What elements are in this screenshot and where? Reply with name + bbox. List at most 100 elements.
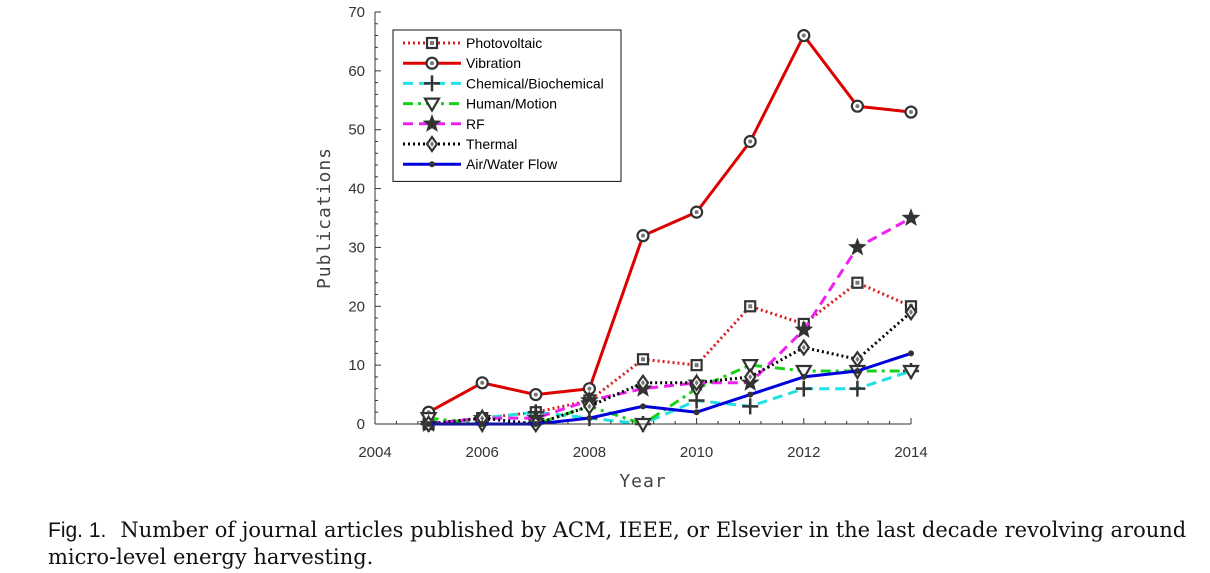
series-line	[428, 281, 912, 426]
marker-triangle	[794, 364, 813, 381]
x-tick-label: 2010	[680, 444, 713, 461]
marker-circle-core	[909, 110, 913, 115]
figure-caption: Fig. 1. Number of journal articles publis…	[48, 517, 1198, 570]
marker-dot	[854, 368, 861, 375]
legend-item: Human/Motion	[403, 96, 557, 113]
data-point	[800, 373, 807, 380]
marker-square-core	[641, 357, 645, 362]
series-human-motion	[419, 359, 920, 434]
legend-item: Vibration	[403, 55, 521, 71]
marker-square-core	[694, 363, 699, 368]
data-point	[794, 319, 814, 338]
legend-swatch-marker	[424, 75, 440, 92]
marker-diamond-core	[855, 356, 860, 363]
data-point	[636, 373, 650, 392]
marker-plus	[742, 398, 759, 415]
data-point	[690, 373, 703, 392]
data-point	[690, 359, 703, 372]
marker-star	[847, 237, 867, 256]
legend-item: RF	[403, 113, 485, 132]
series-line	[428, 216, 912, 426]
x-axis-title: Year	[619, 471, 666, 492]
y-tick-label: 40	[348, 181, 365, 198]
marker-star	[794, 319, 814, 338]
marker-diamond-core	[430, 141, 434, 147]
series-rf	[419, 208, 921, 433]
x-tick-label: 2004	[358, 444, 391, 461]
marker-diamond-core	[748, 373, 753, 380]
legend-label: Thermal	[466, 136, 517, 152]
marker-circle-core	[430, 61, 434, 66]
data-point	[854, 368, 861, 375]
legend-swatch-marker	[425, 56, 439, 70]
marker-dot	[429, 161, 435, 168]
legend-label: Human/Motion	[466, 96, 557, 112]
marker-circle-core	[480, 380, 485, 385]
marker-plus	[795, 380, 812, 397]
series-photovoltaic	[422, 276, 918, 431]
marker-diamond-core	[909, 309, 913, 316]
marker-circle-core	[801, 33, 806, 38]
data-point	[640, 403, 646, 410]
marker-square-core	[430, 41, 434, 45]
marker-triangle	[634, 417, 652, 434]
marker-dot	[693, 409, 700, 416]
x-tick-label: 2006	[466, 444, 499, 461]
data-point	[744, 300, 757, 313]
series-line	[428, 363, 911, 426]
marker-triangle	[741, 359, 760, 375]
marker-dot	[640, 403, 646, 410]
marker-diamond-core	[694, 379, 699, 386]
data-point	[851, 276, 864, 289]
marker-dot	[908, 350, 914, 357]
series-line	[428, 311, 912, 426]
data-point	[634, 417, 652, 434]
marker-triangle	[902, 364, 920, 381]
data-point	[636, 353, 650, 366]
data-point	[475, 376, 489, 390]
legend-item: Air/Water Flow	[403, 156, 558, 172]
y-tick-label: 60	[348, 63, 365, 80]
legend-swatch-marker	[422, 113, 442, 132]
legend-item: Photovoltaic	[403, 35, 542, 51]
legend-item: Chemical/Biochemical	[403, 75, 604, 91]
data-point	[743, 134, 757, 149]
data-point	[794, 364, 813, 381]
series-line	[427, 34, 912, 414]
data-point	[583, 397, 596, 416]
y-tick-label: 50	[348, 122, 365, 139]
marker-circle-core	[533, 392, 538, 397]
caption-text: Number of journal articles published by …	[48, 518, 1187, 569]
marker-triangle	[423, 97, 441, 113]
marker-square-core	[855, 280, 860, 285]
marker-square-core	[748, 304, 753, 309]
marker-diamond-core	[801, 344, 806, 351]
marker-circle-core	[748, 139, 753, 144]
y-tick-label: 30	[348, 239, 365, 256]
caption-label: Fig. 1.	[48, 519, 107, 542]
legend-label: Photovoltaic	[466, 35, 542, 51]
legend-label: Vibration	[466, 55, 521, 71]
legend-swatch-marker	[423, 97, 441, 113]
marker-star	[901, 208, 921, 227]
marker-circle-core	[694, 210, 699, 215]
data-point	[849, 380, 866, 397]
data-point	[797, 338, 811, 357]
legend-swatch-marker	[425, 36, 439, 50]
marker-circle-core	[587, 386, 592, 391]
marker-dot	[747, 391, 754, 398]
data-point	[851, 350, 864, 369]
marker-circle-core	[855, 104, 860, 109]
data-point	[741, 359, 760, 375]
marker-circle-core	[641, 233, 645, 238]
marker-diamond-core	[641, 379, 645, 386]
data-point	[747, 391, 754, 398]
legend-item: Thermal	[403, 135, 517, 153]
legend-swatch-marker	[429, 161, 435, 168]
data-point	[904, 105, 918, 119]
data-point	[743, 368, 757, 386]
data-point	[902, 364, 920, 381]
y-tick-label: 70	[348, 4, 365, 21]
series-line	[428, 369, 912, 426]
